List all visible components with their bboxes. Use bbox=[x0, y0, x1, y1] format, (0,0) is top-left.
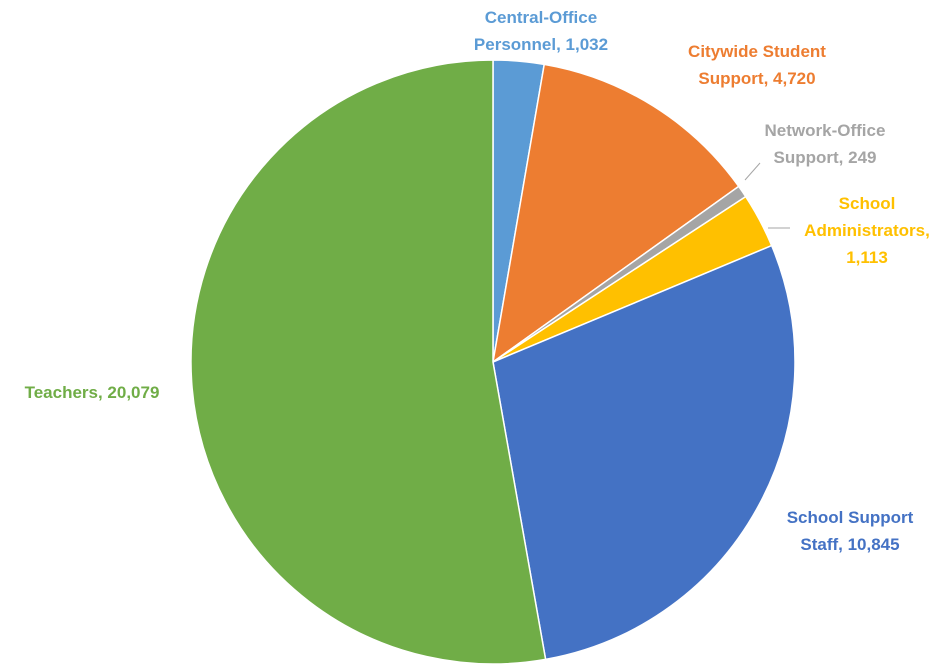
slice-label: Citywide Student Support, 4,720 bbox=[688, 42, 826, 88]
leader-lines bbox=[744, 162, 790, 229]
slice-label-line: Staff, 10,845 bbox=[800, 535, 899, 554]
slice-label: Teachers, 20,079 bbox=[25, 383, 160, 402]
slice-label-line: Citywide Student bbox=[688, 42, 826, 61]
leader-line bbox=[744, 162, 761, 181]
pie-slices bbox=[190, 59, 796, 665]
slice-label-line: Teachers, 20,079 bbox=[25, 383, 160, 402]
slice-label: Network-Office Support, 249 bbox=[765, 121, 886, 167]
slice-label-line: Support, 249 bbox=[774, 148, 877, 167]
slice-label: School Support Staff, 10,845 bbox=[787, 508, 914, 554]
slice-label-line: Administrators, bbox=[804, 221, 930, 240]
slice-label: Central-Office Personnel, 1,032 bbox=[474, 8, 608, 54]
pie-slice-teachers bbox=[190, 59, 547, 665]
slice-label: School Administrators, 1,113 bbox=[804, 194, 930, 267]
slice-label-line: Network-Office bbox=[765, 121, 886, 140]
slice-labels: Central-Office Personnel, 1,032 Citywide S… bbox=[25, 8, 930, 554]
pie-slice-citywide-student-support bbox=[491, 63, 740, 364]
slice-label-line: School bbox=[839, 194, 896, 213]
slice-label-line: 1,113 bbox=[846, 248, 888, 267]
slice-label-line: Personnel, 1,032 bbox=[474, 35, 608, 54]
pie-slice-school-support-staff bbox=[492, 244, 796, 661]
slice-label-line: School Support bbox=[787, 508, 914, 527]
slice-label-line: Support, 4,720 bbox=[698, 69, 815, 88]
slice-label-line: Central-Office bbox=[485, 8, 597, 27]
